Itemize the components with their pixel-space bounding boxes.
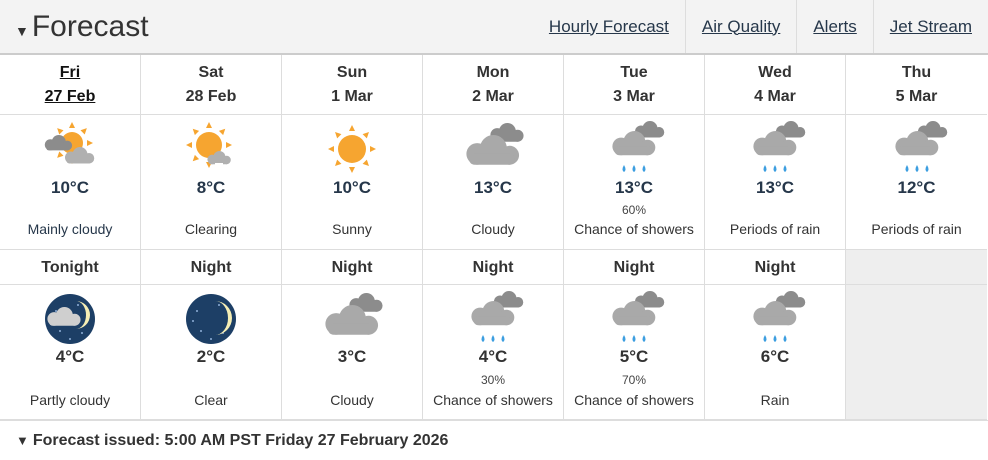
jet-stream-link[interactable]: Jet Stream — [872, 0, 988, 53]
condition: Rain — [760, 392, 790, 408]
day-name: Mon — [476, 64, 510, 81]
condition: Clear — [194, 392, 228, 408]
precip-chance: 70% — [621, 373, 647, 387]
moon-icon — [186, 294, 236, 344]
cloud-icon — [325, 293, 383, 335]
rain-icon — [894, 121, 947, 172]
day-header[interactable]: Fri 27 Feb — [0, 55, 141, 115]
day-name: Sat — [198, 64, 224, 81]
temperature: 10°C — [333, 178, 371, 197]
empty-cell — [846, 285, 987, 420]
day-name: Fri — [59, 64, 81, 81]
day-forecast: 13°C 60% Chance of showers — [564, 115, 705, 250]
precip-chance: 30% — [480, 373, 506, 387]
condition: Periods of rain — [729, 221, 821, 237]
night-forecast: 5°C 70% Chance of showers — [564, 285, 705, 420]
day-date: 5 Mar — [895, 88, 938, 105]
day-forecast: 10°C Mainly cloudy — [0, 115, 141, 250]
day-header: Mon 2 Mar — [423, 55, 564, 115]
rain-icon — [753, 121, 806, 172]
day-name: Thu — [901, 64, 932, 81]
rain-icon — [612, 121, 665, 172]
precip-chance: 60% — [621, 203, 647, 217]
day-header: Sat 28 Feb — [141, 55, 282, 115]
temperature: 8°C — [196, 178, 226, 197]
day-name: Sun — [336, 64, 368, 81]
night-forecast: 4°C 30% Chance of showers — [423, 285, 564, 420]
day-date: 27 Feb — [44, 88, 96, 105]
rain-icon — [612, 291, 665, 342]
sun-cloud-icon — [44, 122, 95, 164]
day-name: Tue — [620, 64, 648, 81]
forecast-issued[interactable]: ▼ Forecast issued: 5:00 AM PST Friday 27 … — [0, 420, 988, 460]
issued-text: Forecast issued: 5:00 AM PST Friday 27 F… — [32, 431, 449, 449]
caret-down-icon: ▼ — [16, 433, 29, 448]
temperature: 5°C — [619, 347, 649, 366]
temperature: 12°C — [897, 178, 936, 197]
cloud-icon — [466, 123, 524, 165]
temperature: 10°C — [51, 178, 89, 197]
temperature: 4°C — [478, 347, 508, 366]
day-date: 1 Mar — [331, 88, 373, 105]
moon-cloud-icon — [45, 294, 95, 344]
condition: Clearing — [184, 221, 238, 237]
page-title: Forecast — [31, 9, 149, 43]
day-forecast: 13°C Cloudy — [423, 115, 564, 250]
day-header: Sun 1 Mar — [282, 55, 423, 115]
day-name: Wed — [758, 64, 792, 81]
night-header: Night — [564, 250, 705, 285]
sun-icon — [328, 125, 376, 173]
night-header: Night — [705, 250, 846, 285]
hourly-forecast-link[interactable]: Hourly Forecast — [548, 16, 669, 36]
day-forecast: 8°C Clearing — [141, 115, 282, 250]
day-date: 3 Mar — [613, 88, 655, 105]
rain-icon — [753, 291, 806, 342]
forecast-grid: Fri 27 Feb Sat 28 Feb Sun 1 Mar Mon 2 Mar Tue 3 M… — [0, 55, 988, 420]
day-date: 2 Mar — [472, 88, 514, 105]
day-date: 4 Mar — [754, 88, 796, 105]
condition: Sunny — [332, 221, 372, 237]
day-forecast: 12°C Periods of rain — [846, 115, 987, 250]
condition: Chance of showers — [574, 392, 694, 408]
forecast-toggle[interactable]: ▼ Forecast — [0, 10, 149, 44]
night-forecast: 2°C Clear — [141, 285, 282, 420]
day-date: 28 Feb — [185, 88, 237, 105]
condition: Mainly cloudy — [27, 221, 113, 237]
temperature: 6°C — [760, 347, 790, 366]
temperature: 3°C — [337, 347, 367, 366]
condition: Cloudy — [330, 392, 374, 408]
temperature: 2°C — [196, 347, 226, 366]
night-header: Night — [423, 250, 564, 285]
condition: Cloudy — [471, 221, 515, 237]
alerts-link[interactable]: Alerts — [796, 0, 872, 53]
night-header: Night — [282, 250, 423, 285]
empty-cell — [846, 250, 987, 285]
rain-icon — [471, 291, 524, 342]
night-forecast: 6°C Rain — [705, 285, 846, 420]
temperature: 4°C — [55, 347, 85, 366]
day-header: Wed 4 Mar — [705, 55, 846, 115]
day-header: Thu 5 Mar — [846, 55, 987, 115]
condition: Chance of showers — [433, 392, 553, 408]
temperature: 13°C — [474, 178, 512, 197]
day-header: Tue 3 Mar — [564, 55, 705, 115]
caret-down-icon: ▼ — [15, 22, 29, 39]
temperature: 13°C — [756, 178, 794, 197]
condition: Periods of rain — [871, 221, 962, 237]
night-header: Tonight — [0, 250, 141, 285]
night-header: Night — [141, 250, 282, 285]
night-forecast: 4°C Partly cloudy — [0, 285, 141, 420]
condition: Chance of showers — [574, 221, 694, 237]
condition: Partly cloudy — [29, 392, 111, 408]
forecast-header: ▼ Forecast Hourly Forecast Air Quality Al… — [0, 0, 988, 55]
sun-clearing-icon — [186, 122, 232, 168]
night-forecast: 3°C Cloudy — [282, 285, 423, 420]
day-forecast: 13°C Periods of rain — [705, 115, 846, 250]
temperature: 13°C — [615, 178, 653, 197]
air-quality-link[interactable]: Air Quality — [684, 0, 796, 53]
day-forecast: 10°C Sunny — [282, 115, 423, 250]
